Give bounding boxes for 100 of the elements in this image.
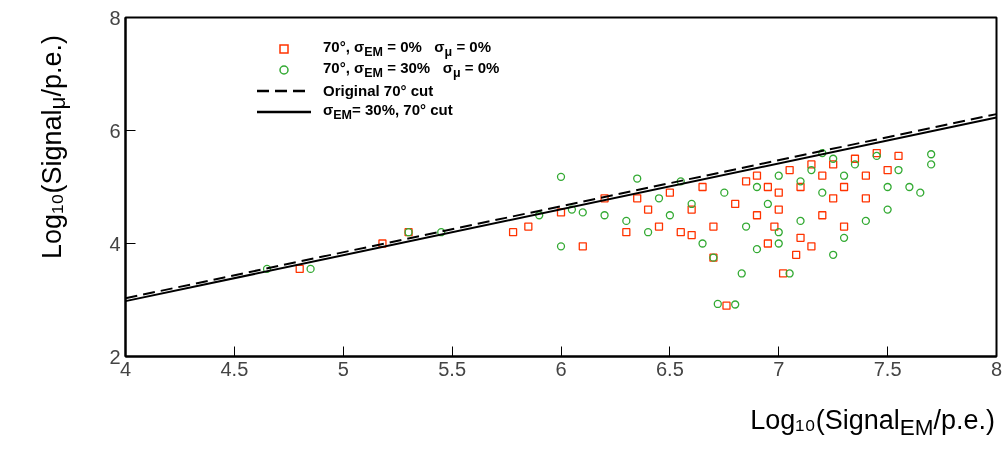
point — [829, 160, 838, 169]
point — [905, 182, 914, 192]
point — [687, 205, 696, 214]
legend-label: Original 70° cut — [323, 80, 434, 101]
point — [698, 239, 707, 248]
legend-label: σ$_{EM}$= 30%, 70° cut — [323, 99, 453, 124]
point — [643, 228, 653, 237]
point — [535, 211, 544, 220]
point — [437, 228, 446, 237]
point — [894, 151, 903, 161]
point — [741, 222, 751, 231]
point — [807, 160, 816, 169]
point — [829, 154, 838, 163]
x-tick-label: 5.5 — [438, 357, 467, 380]
point — [731, 300, 740, 309]
point — [508, 228, 518, 237]
point — [643, 205, 653, 214]
point — [763, 199, 773, 209]
x-tick-label: 8 — [990, 357, 1003, 380]
x-tick-label: 6 — [555, 357, 567, 380]
x-tick-label: 4.5 — [220, 357, 249, 380]
point — [774, 239, 783, 248]
point — [713, 299, 722, 309]
point — [722, 301, 731, 310]
legend-label: 70°, σ$_{EM}$ = 0% σ$_{μ}$ = 0% — [323, 37, 492, 59]
point — [807, 242, 816, 251]
point — [883, 182, 892, 192]
point — [785, 269, 794, 278]
point — [839, 222, 849, 231]
point — [578, 208, 587, 217]
point — [720, 188, 729, 197]
point — [600, 211, 609, 220]
point — [839, 233, 849, 242]
point — [839, 171, 849, 180]
point — [654, 194, 664, 203]
point — [633, 194, 642, 203]
point — [731, 199, 740, 209]
point — [818, 148, 827, 158]
point — [676, 228, 685, 237]
point — [676, 177, 685, 186]
point — [262, 264, 272, 274]
point — [752, 245, 762, 254]
point — [763, 239, 773, 248]
point — [829, 194, 838, 203]
point — [378, 239, 387, 248]
point — [752, 171, 762, 180]
point — [763, 182, 773, 192]
point — [829, 250, 838, 259]
point — [556, 172, 566, 181]
point — [698, 182, 707, 192]
point — [578, 242, 587, 251]
point — [774, 171, 783, 180]
point — [850, 160, 860, 169]
point — [665, 188, 675, 197]
point — [861, 171, 870, 180]
y-tick-label: 8 — [109, 6, 121, 29]
point — [927, 160, 936, 169]
x-tick-label: 6.5 — [655, 357, 684, 380]
point — [524, 222, 533, 231]
point — [665, 211, 675, 220]
point — [654, 222, 664, 231]
point — [818, 171, 827, 180]
point — [850, 154, 860, 163]
point — [770, 222, 779, 231]
point — [556, 242, 566, 251]
point — [796, 233, 805, 242]
point — [818, 188, 827, 197]
point — [774, 228, 783, 237]
point — [807, 165, 816, 175]
x-tick-label: 5 — [337, 357, 349, 380]
point — [818, 211, 827, 220]
point — [306, 264, 315, 274]
legend-label: 70°, σ$_{EM}$ = 30% σ$_{μ}$ = 0% — [323, 58, 500, 80]
y-tick-label: 6 — [109, 119, 121, 142]
point — [737, 269, 746, 278]
point — [556, 208, 566, 217]
point — [741, 177, 751, 186]
x-axis-title: Log₁₀(Signal$_{EM}$/p.e.) — [749, 404, 995, 443]
point — [796, 177, 805, 186]
point — [687, 199, 696, 209]
point — [883, 205, 892, 214]
point — [861, 216, 870, 226]
x-tick-label: 7 — [773, 357, 785, 380]
point — [927, 150, 936, 159]
point — [916, 188, 925, 197]
point — [752, 182, 762, 192]
point — [752, 211, 762, 220]
point — [709, 222, 718, 231]
point — [839, 182, 849, 192]
point — [600, 194, 609, 203]
y-tick-label: 2 — [109, 345, 121, 368]
point — [785, 165, 794, 175]
point — [687, 230, 696, 240]
point — [622, 228, 631, 237]
point — [894, 165, 903, 175]
point — [792, 250, 801, 259]
point — [295, 264, 304, 274]
y-tick-label: 4 — [109, 232, 121, 255]
point — [774, 188, 783, 197]
point — [622, 216, 631, 226]
